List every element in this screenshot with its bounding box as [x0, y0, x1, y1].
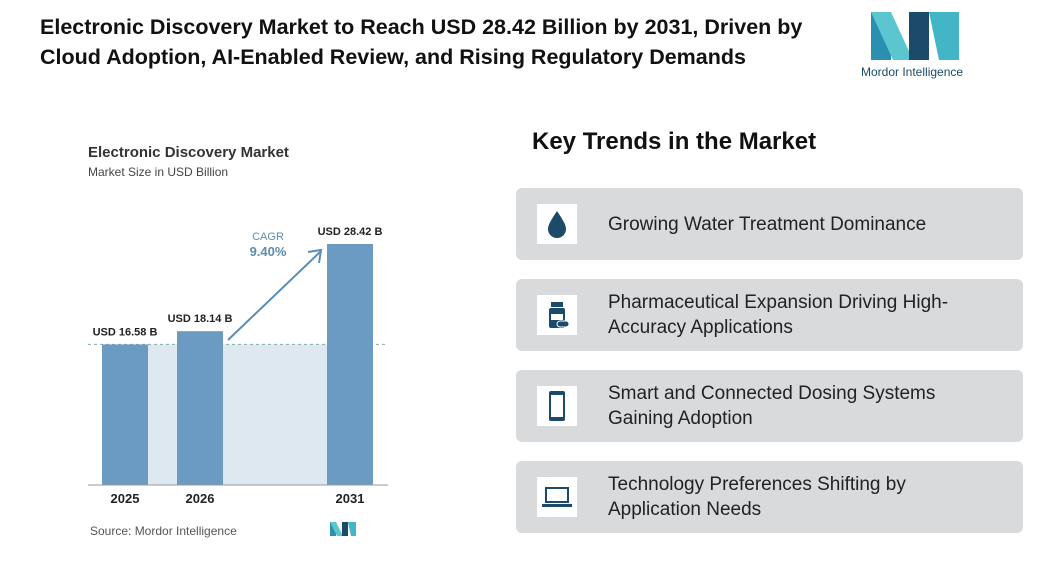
trend-card: Smart and Connected Dosing Systems Gaini… [516, 370, 1023, 442]
x-tick-label: 2031 [336, 491, 365, 506]
value-label: USD 28.42 B [318, 226, 383, 238]
chart-subtitle: Market Size in USD Billion [88, 165, 228, 179]
trend-card: Pharmaceutical Expansion Driving High-Ac… [516, 279, 1023, 351]
phone-icon [537, 386, 577, 426]
baseline-band [148, 344, 327, 485]
cagr-arrowhead [307, 248, 323, 264]
x-tick-label: 2025 [111, 491, 140, 506]
cagr-label: CAGR [252, 231, 284, 243]
cagr-arrow [227, 251, 321, 341]
logo-shape [871, 12, 913, 60]
trend-text: Growing Water Treatment Dominance [608, 213, 927, 235]
headline: Electronic Discovery Market to Reach USD… [40, 15, 803, 69]
logo: Mordor Intelligence [861, 12, 963, 79]
laptop-icon [537, 477, 577, 517]
bar [102, 344, 148, 485]
trends-title: Key Trends in the Market [532, 128, 817, 155]
value-label: USD 18.14 B [168, 313, 233, 325]
chart: Electronic Discovery Market Market Size … [65, 120, 400, 545]
bottle-icon [537, 295, 577, 335]
drop-icon [537, 204, 577, 244]
small-logo [330, 522, 356, 536]
value-label: USD 16.58 B [93, 326, 158, 338]
logo-shape [342, 522, 348, 536]
logo-shape [348, 522, 356, 536]
source: Source: Mordor Intelligence [90, 524, 237, 538]
trend-card: Growing Water Treatment Dominance [516, 188, 1023, 260]
trend-text: Technology Preferences Shifting by Appli… [608, 474, 906, 520]
logo-text: Mordor Intelligence [861, 65, 963, 79]
bar [327, 244, 373, 485]
bar [177, 331, 223, 485]
trend-text: Pharmaceutical Expansion Driving High-Ac… [608, 292, 949, 338]
trend-text: Smart and Connected Dosing Systems Gaini… [608, 383, 936, 429]
trend-card: Technology Preferences Shifting by Appli… [516, 461, 1023, 533]
chart-title: Electronic Discovery Market [88, 144, 289, 161]
x-tick-label: 2026 [186, 491, 215, 506]
logo-shape [330, 522, 343, 536]
logo-shape [909, 12, 929, 60]
cagr-value: 9.40% [250, 244, 287, 259]
logo-shape [929, 12, 959, 60]
